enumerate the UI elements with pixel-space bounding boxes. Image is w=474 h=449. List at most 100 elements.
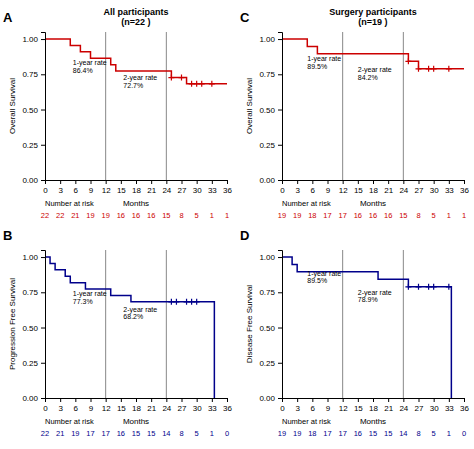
annotation: 2-year rate68.2%: [123, 306, 157, 321]
x-axis-line: [283, 399, 465, 403]
y-tick: 0.25: [22, 141, 45, 150]
y-tick: 1.00: [259, 253, 282, 262]
x-tick-label: 9: [326, 186, 331, 195]
x-tick-label: 21: [384, 404, 393, 413]
censor-mark: [446, 284, 452, 290]
x-tick-mark: [328, 180, 329, 184]
x-axis-title: Months: [123, 417, 149, 426]
y-tick: 0.75: [22, 70, 45, 79]
y-tick-label: 0.00: [259, 176, 275, 185]
x-tick-mark: [419, 398, 420, 402]
x-tick-label: 9: [89, 404, 94, 413]
reference-line: [105, 250, 106, 398]
at-risk-title: Number at risk: [282, 417, 331, 426]
at-risk-value: 15: [384, 429, 392, 438]
x-tick: 3: [58, 180, 63, 195]
x-tick-label: 27: [415, 404, 424, 413]
y-axis: 0.000.250.500.751.00: [259, 33, 282, 186]
y-tick-label: 1.00: [22, 35, 38, 44]
y-tick-mark: [278, 292, 282, 293]
x-tick-label: 12: [102, 404, 111, 413]
x-tick-mark: [449, 398, 450, 402]
x-tick: 24: [162, 180, 171, 195]
y-tick-label: 0.75: [22, 288, 38, 297]
annotation: 1-year rate89.5%: [307, 270, 341, 285]
at-risk-value: 17: [101, 429, 109, 438]
x-axis: 0369121518212427303336: [43, 398, 232, 413]
x-tick-label: 6: [74, 404, 79, 413]
y-axis-title: Overall Survival: [8, 78, 17, 134]
x-tick-mark: [106, 398, 107, 402]
y-tick: 0.50: [259, 106, 282, 115]
annotation-line: 77.3%: [73, 298, 93, 305]
x-tick-mark: [60, 180, 61, 184]
annotation-line: 84.2%: [358, 74, 378, 81]
at-risk-value: 16: [354, 429, 362, 438]
x-tick-mark: [373, 180, 374, 184]
y-tick-label: 0.25: [22, 141, 38, 150]
x-tick-label: 18: [132, 186, 141, 195]
x-tick-label: 0: [280, 404, 285, 413]
at-risk-value: 15: [132, 429, 140, 438]
x-tick-mark: [75, 180, 76, 184]
x-tick-label: 3: [58, 404, 63, 413]
x-tick-label: 12: [102, 186, 111, 195]
x-tick-label: 33: [445, 404, 454, 413]
y-tick-mark: [278, 74, 282, 75]
x-tick-label: 18: [369, 186, 378, 195]
at-risk-value: 17: [323, 429, 331, 438]
x-tick-mark: [91, 398, 92, 402]
at-risk-value: 17: [338, 429, 346, 438]
at-risk-value: 1: [447, 429, 451, 438]
x-tick-mark: [212, 180, 213, 184]
at-risk-value: 19: [86, 211, 94, 220]
censor-mark: [173, 299, 179, 305]
chart: 03691215182124273033360.000.250.500.751.…: [0, 0, 474, 449]
x-tick: 27: [178, 180, 187, 195]
x-axis-title: Months: [360, 417, 386, 426]
x-axis: 0369121518212427303336: [43, 180, 232, 195]
y-tick-mark: [278, 145, 282, 146]
y-axis-title: Progression Free Survival: [8, 278, 17, 370]
x-tick-label: 27: [178, 404, 187, 413]
plot-area: [45, 32, 227, 180]
annotation: 2-year rate72.7%: [123, 74, 157, 89]
x-tick-mark: [121, 180, 122, 184]
at-risk-value: 19: [293, 429, 301, 438]
annotation: 2-year rate84.2%: [358, 66, 392, 81]
censor-mark: [431, 66, 437, 72]
x-tick: 15: [117, 180, 126, 195]
y-axis-title: Overall Survival: [245, 78, 254, 134]
at-risk-value: 5: [195, 429, 199, 438]
annotation: 1-year rate77.3%: [73, 290, 107, 305]
at-risk-value: 22: [56, 211, 64, 220]
x-axis-line: [283, 181, 465, 185]
plot-area: [282, 32, 464, 180]
at-risk-value: 0: [462, 429, 466, 438]
x-tick-mark: [136, 180, 137, 184]
at-risk-value: 16: [147, 211, 155, 220]
x-tick-label: 21: [147, 404, 156, 413]
y-tick-mark: [278, 398, 282, 399]
x-tick: 21: [147, 180, 156, 195]
x-tick-label: 30: [430, 404, 439, 413]
x-tick-mark: [388, 398, 389, 402]
x-tick-mark: [212, 398, 213, 402]
y-tick-mark: [41, 39, 45, 40]
at-risk-value: 18: [308, 429, 316, 438]
x-tick-label: 12: [339, 186, 348, 195]
x-tick-label: 36: [460, 186, 469, 195]
reference-line: [105, 32, 106, 180]
x-tick: 12: [102, 398, 111, 413]
y-tick-mark: [41, 74, 45, 75]
x-tick-mark: [464, 398, 465, 402]
annotation-line: 72.7%: [123, 82, 143, 89]
x-tick: 12: [339, 398, 348, 413]
x-tick-label: 0: [43, 404, 48, 413]
x-tick: 24: [399, 398, 408, 413]
y-tick: 0.25: [259, 359, 282, 368]
at-risk-value: 14: [162, 429, 170, 438]
y-tick-mark: [41, 363, 45, 364]
x-tick-mark: [151, 398, 152, 402]
x-tick: 9: [326, 180, 331, 195]
